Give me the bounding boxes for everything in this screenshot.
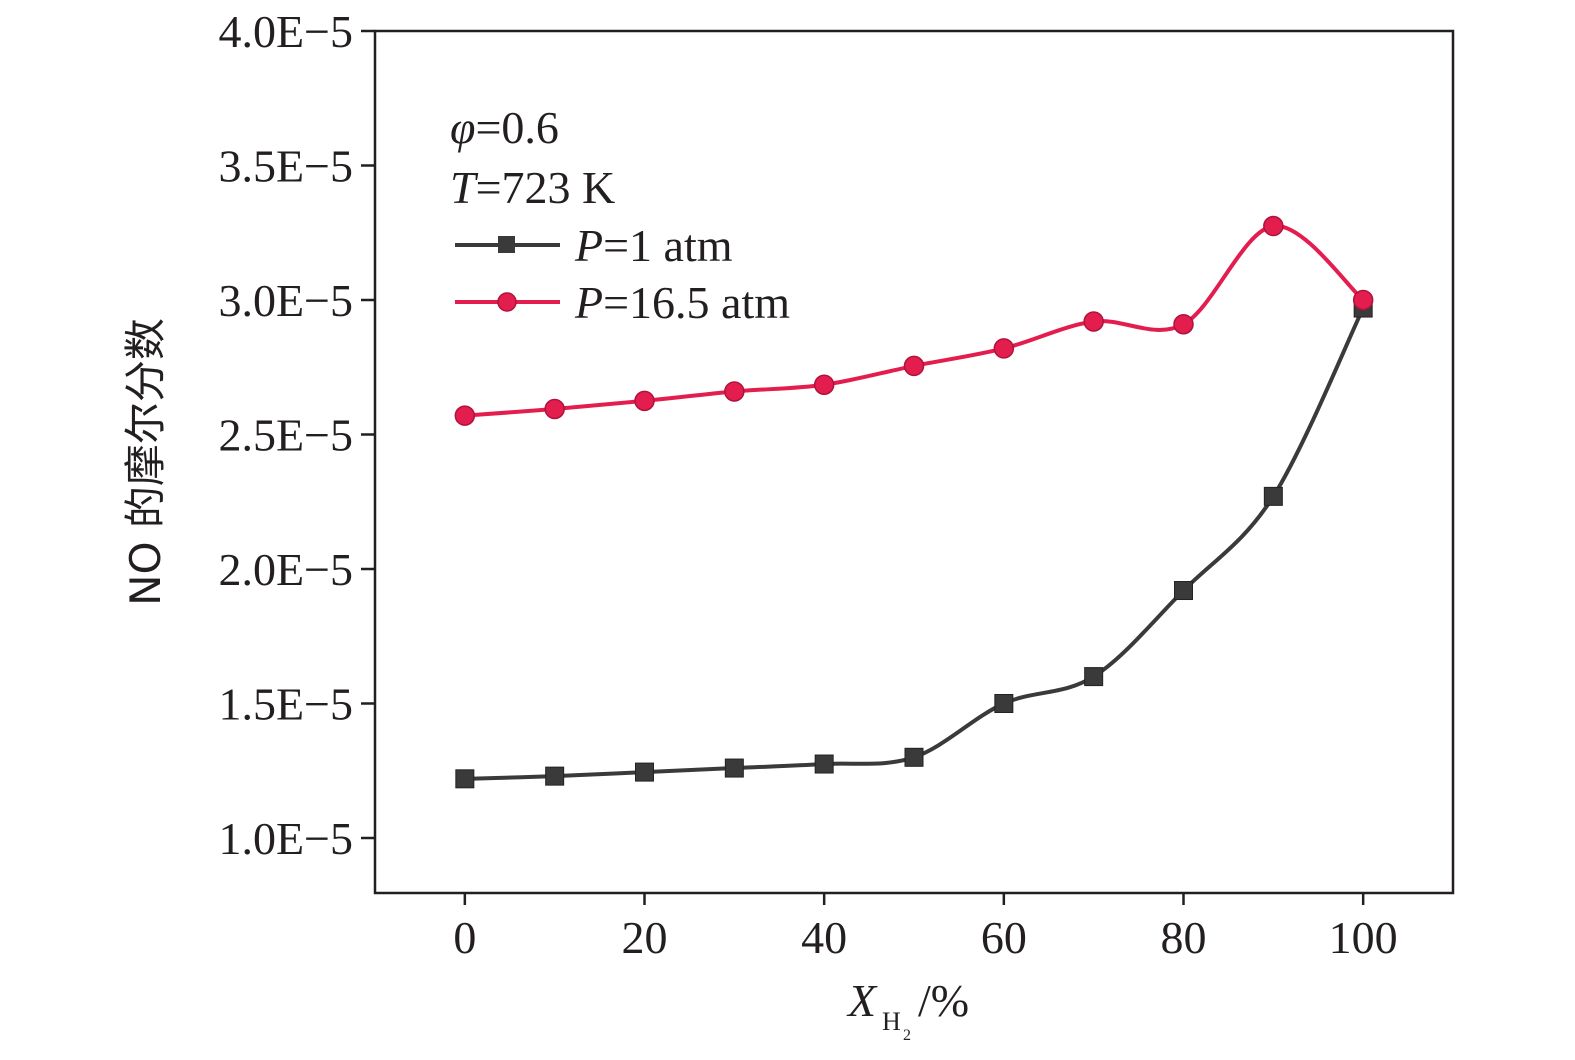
data-point <box>814 754 834 774</box>
y-tick-label: 4.0E−5 <box>218 6 353 57</box>
data-point <box>904 747 924 767</box>
plot-frame <box>373 29 1455 895</box>
y-axis-label: NO 的摩尔分数 <box>121 318 170 606</box>
series-p1-atm <box>455 298 1373 789</box>
x-axis-label-subsub: 2 <box>903 1027 911 1044</box>
annotation-phi: φ=0.6 <box>450 102 559 153</box>
y-tick-label: 2.0E−5 <box>218 544 353 595</box>
y-tick-label: 3.5E−5 <box>218 141 353 192</box>
y-axis-ticks: 1.0E−5 1.5E−5 2.0E−5 2.5E−5 3.0E−5 3.5E−5 4.0E… <box>218 6 375 864</box>
series-line <box>464 224 1365 418</box>
data-point <box>1173 313 1194 335</box>
x-tick-label: 60 <box>981 912 1027 963</box>
x-axis-label-sub: H <box>882 1007 901 1036</box>
x-axis-label: X H 2 /% <box>846 975 969 1044</box>
x-axis-ticks: 0 20 40 60 80 100 <box>453 893 1398 963</box>
legend-label-p16: P=16.5 atm <box>574 277 790 328</box>
data-point <box>544 398 565 420</box>
x-axis-label-unit: /% <box>918 975 969 1026</box>
y-tick-label: 3.0E−5 <box>218 275 353 326</box>
legend: P=1 atm P=16.5 atm <box>455 220 790 328</box>
x-tick-label: 100 <box>1329 912 1398 963</box>
data-point <box>1174 581 1193 601</box>
annotation-phi-value: =0.6 <box>475 102 558 153</box>
condition-annotations: φ=0.6 T=723 K <box>450 102 615 213</box>
data-point <box>1084 667 1104 687</box>
data-point <box>1263 215 1284 237</box>
legend-label-p1-var: P <box>574 220 603 271</box>
legend-label-p1-rest: =1 atm <box>603 220 733 271</box>
data-point <box>1083 311 1104 332</box>
data-point <box>724 381 745 402</box>
series-line <box>464 307 1365 781</box>
data-point <box>455 769 475 789</box>
data-point <box>813 374 835 395</box>
data-point <box>635 762 654 782</box>
data-point <box>903 355 925 377</box>
legend-marker-square <box>498 236 515 253</box>
series-p16-5-atm <box>454 215 1374 426</box>
data-point <box>993 338 1015 359</box>
x-tick-label: 20 <box>622 912 668 963</box>
data-point <box>634 390 655 412</box>
data-point <box>724 758 744 778</box>
legend-label-p16-var: P <box>574 277 603 328</box>
data-point <box>994 694 1014 713</box>
y-tick-label: 2.5E−5 <box>218 410 353 461</box>
x-tick-label: 0 <box>453 912 476 963</box>
data-point <box>1352 289 1374 311</box>
legend-marker-circle <box>497 292 517 312</box>
plot-area <box>373 29 1455 895</box>
x-tick-label: 80 <box>1161 912 1207 963</box>
annotation-temperature: T=723 K <box>450 162 615 213</box>
legend-label-p16-rest: =16.5 atm <box>603 277 790 328</box>
y-tick-label: 1.0E−5 <box>218 813 353 864</box>
x-tick-label: 40 <box>801 912 847 963</box>
y-tick-label: 1.5E−5 <box>218 679 353 730</box>
legend-label-p1: P=1 atm <box>574 220 733 271</box>
legend-item-p16: P=16.5 atm <box>455 277 790 328</box>
x-axis-label-var: X <box>846 975 878 1026</box>
data-point <box>545 766 565 786</box>
annotation-phi-var: φ <box>450 102 475 153</box>
annotation-temperature-var: T <box>450 162 479 213</box>
data-point <box>454 405 476 426</box>
annotation-temperature-value: =723 K <box>476 162 616 213</box>
data-point <box>1263 486 1283 506</box>
legend-item-p1: P=1 atm <box>455 220 733 271</box>
series-layer <box>454 215 1374 789</box>
